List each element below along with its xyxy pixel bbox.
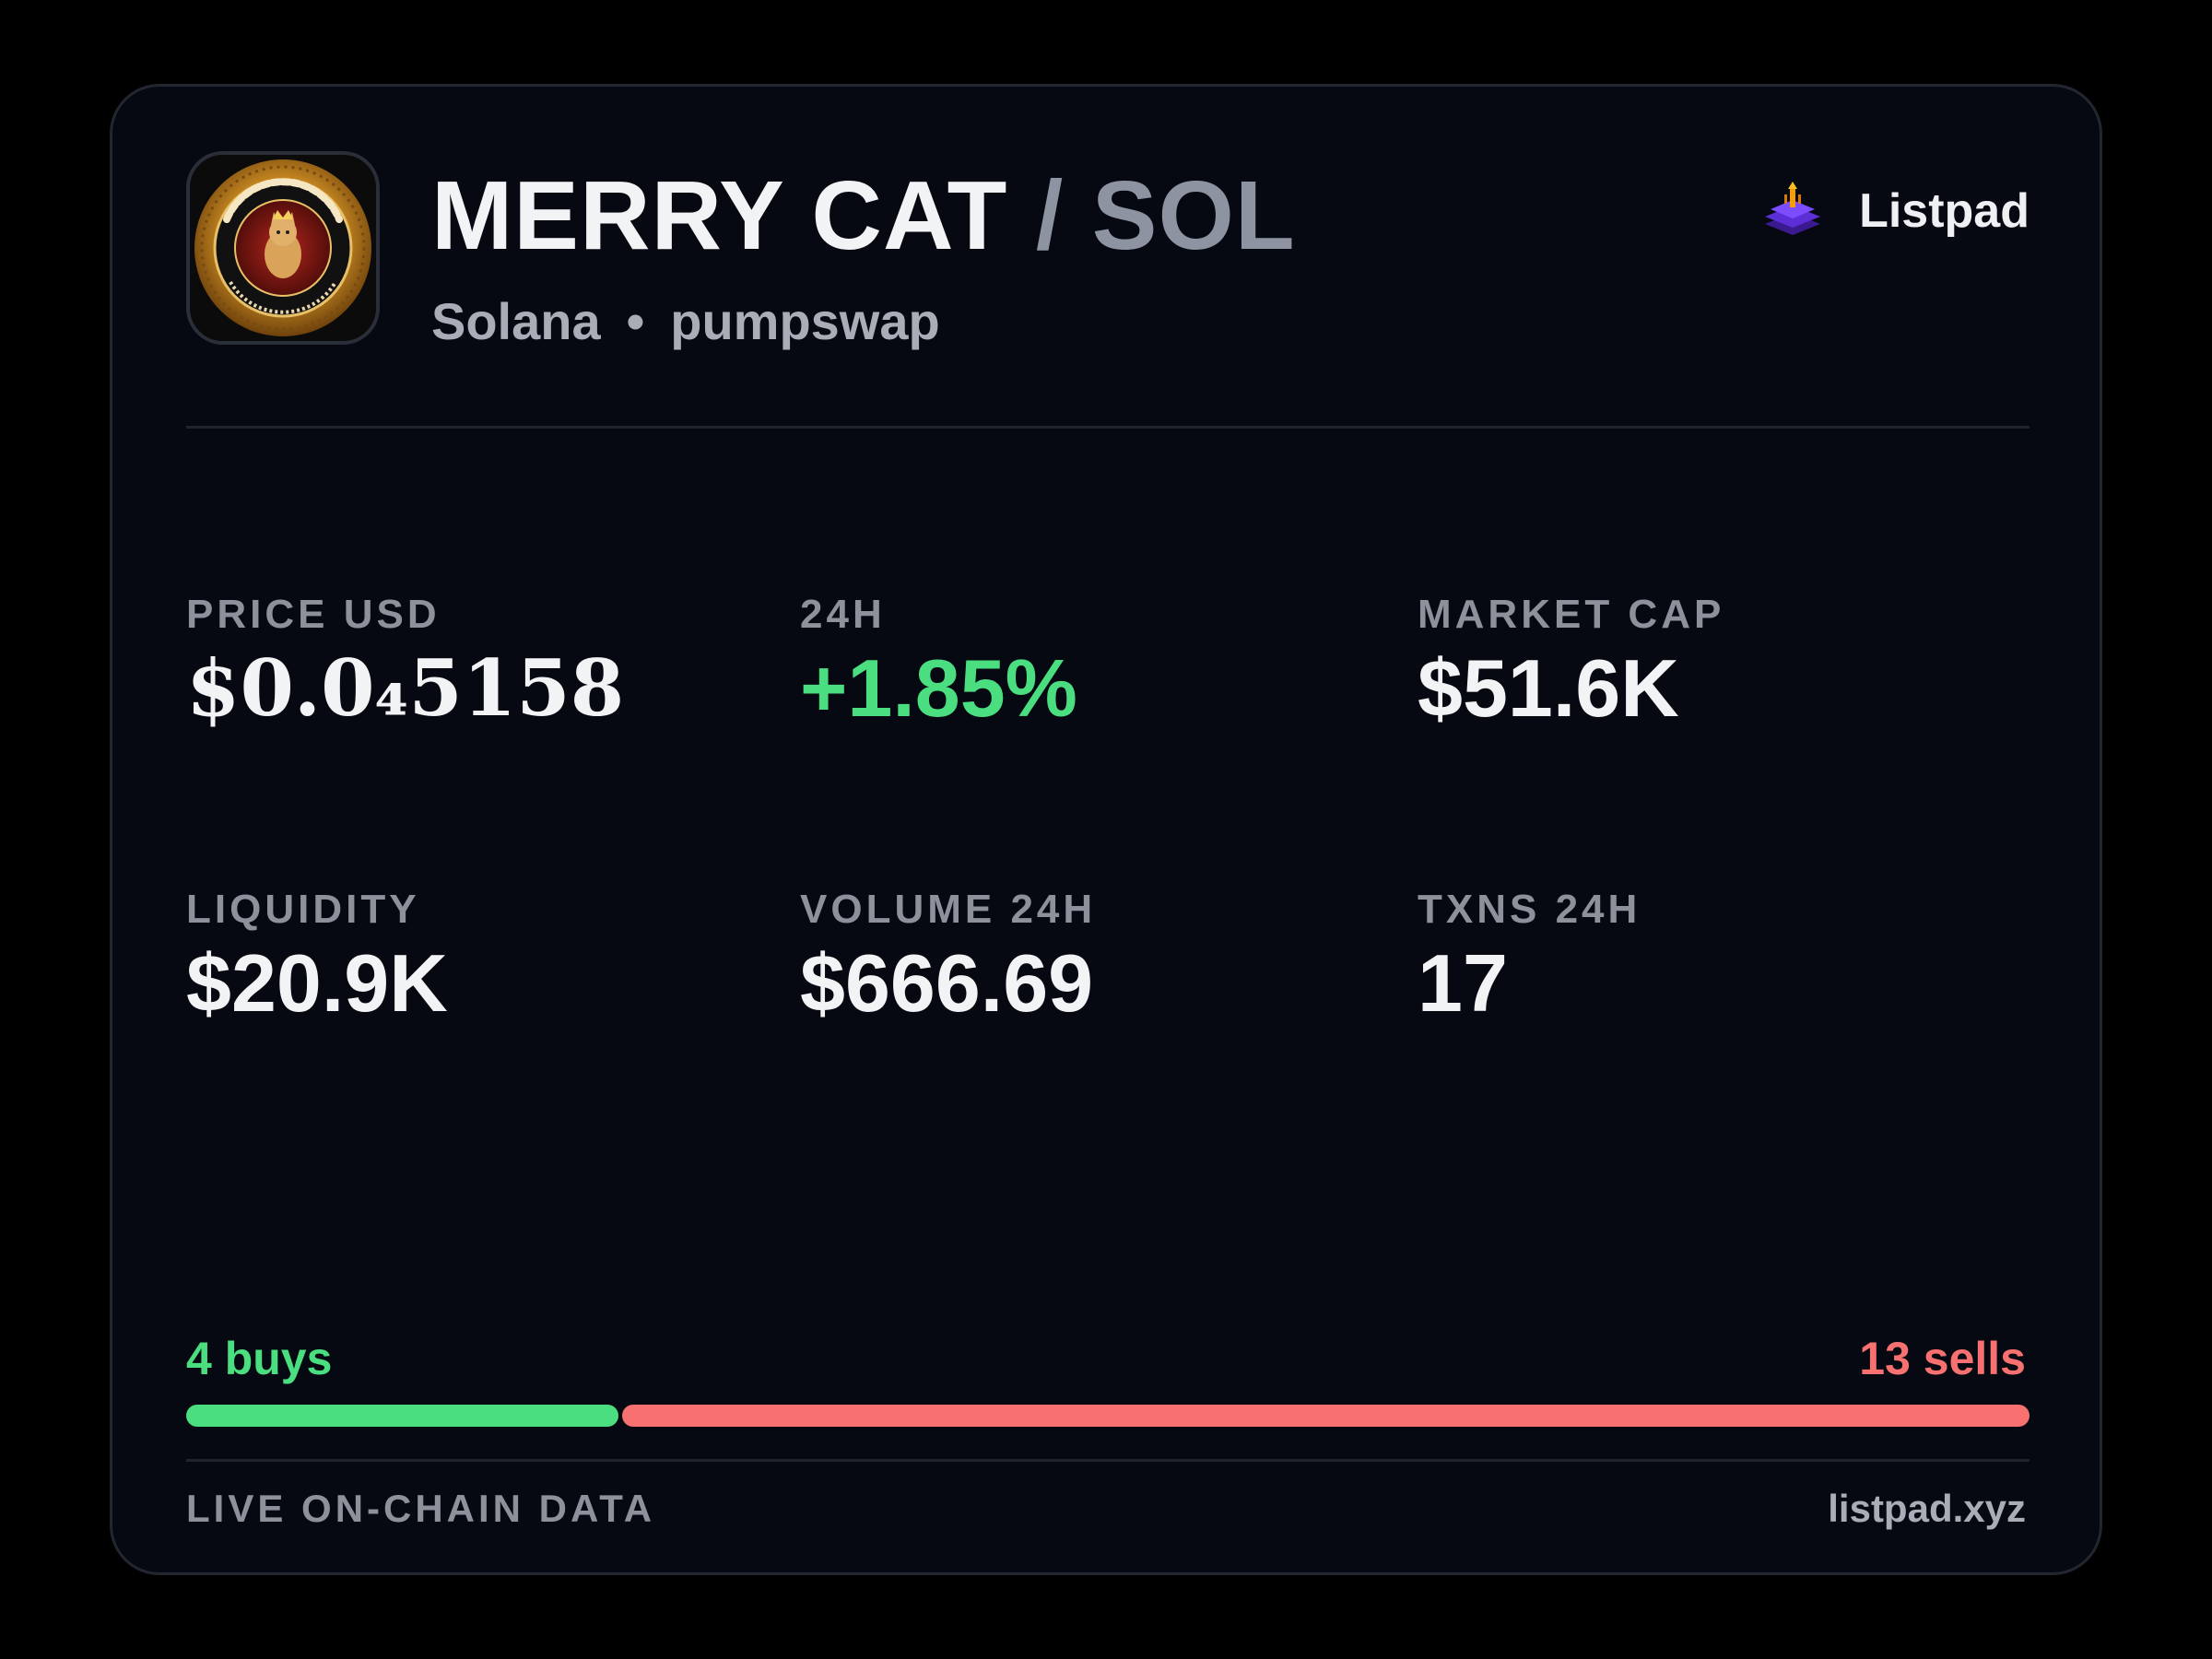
sells-bar-segment (622, 1405, 2030, 1427)
buys-label: 4 buys (186, 1333, 333, 1384)
stat-label: MARKET CAP (1418, 592, 1725, 637)
pair-subtitle: Solana • pumpswap (431, 289, 940, 354)
quote-token: SOL (1091, 161, 1296, 270)
stat-value: +1.85% (800, 642, 1077, 734)
stat-market-cap: MARKET CAP $51.6K (1418, 589, 1971, 736)
stat-value: $666.69 (800, 937, 1094, 1029)
chain-name: Solana (431, 292, 601, 350)
stat-txns-24h: TXNS 24H 17 (1418, 884, 1971, 1031)
stat-label: VOLUME 24H (800, 887, 1097, 932)
footer-divider (186, 1459, 2030, 1462)
footer-site-link[interactable]: listpad.xyz (1828, 1487, 2026, 1530)
stat-value: 17 (1418, 937, 1508, 1029)
listpad-stack-icon (1765, 182, 1821, 235)
token-name: MERRY CAT (431, 161, 1008, 270)
pair-separator: / (1035, 161, 1065, 270)
token-avatar (186, 151, 380, 345)
card-header: MERRY CAT / SOL Solana • pumpswap Listpad (186, 151, 2030, 350)
stat-value: $20.9K (186, 937, 448, 1029)
brand-badge: Listpad (1759, 170, 2030, 253)
stat-value: $51.6K (1418, 642, 1679, 734)
merry-cat-coin-logo-icon (190, 155, 376, 341)
stat-price-usd: PRICE USD $0.0₄5158 (186, 589, 739, 736)
buy-sell-ratio-bar (186, 1405, 2030, 1427)
dex-name: pumpswap (670, 292, 940, 350)
stat-label: LIQUIDITY (186, 887, 420, 932)
stat-label: TXNS 24H (1418, 887, 1641, 932)
stat-label: 24H (800, 592, 886, 637)
header-divider (186, 426, 2030, 429)
brand-name: Listpad (1859, 184, 2030, 238)
bullet-separator: • (626, 292, 645, 350)
footer-live-label: LIVE ON-CHAIN DATA (186, 1487, 656, 1530)
pair-title: MERRY CAT / SOL (431, 151, 1296, 280)
stat-liquidity: LIQUIDITY $20.9K (186, 884, 739, 1031)
sells-label: 13 sells (1859, 1333, 2026, 1384)
stat-volume-24h: VOLUME 24H $666.69 (800, 884, 1353, 1031)
buys-bar-segment (186, 1405, 618, 1427)
token-card: MERRY CAT / SOL Solana • pumpswap Listpad … (110, 84, 2102, 1575)
stat-change-24h: 24H +1.85% (800, 589, 1353, 736)
stat-label: PRICE USD (186, 592, 441, 637)
stat-value: $0.0₄5158 (186, 642, 625, 734)
